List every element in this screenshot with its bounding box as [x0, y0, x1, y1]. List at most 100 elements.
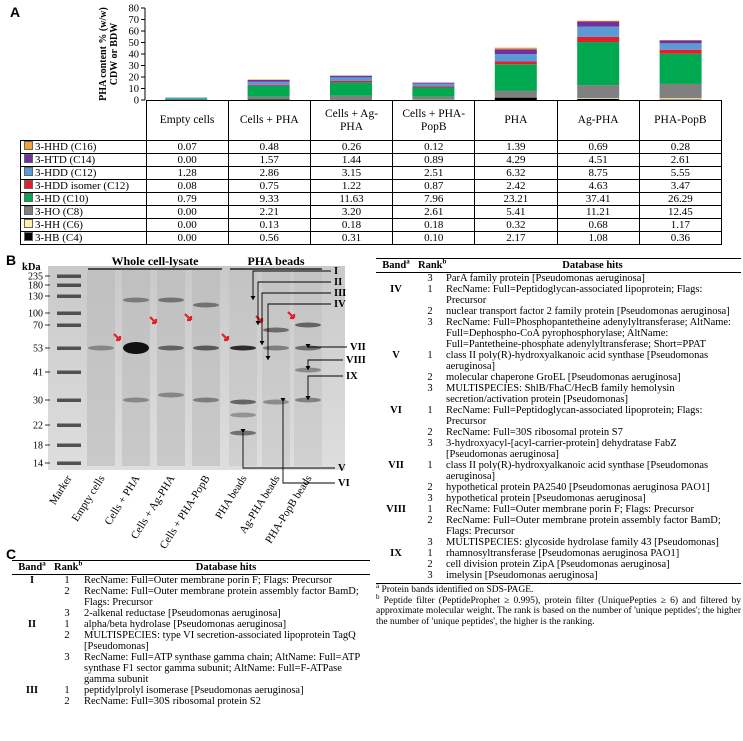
bar-segment	[330, 75, 372, 78]
band-label: VI	[338, 478, 350, 489]
hit-row: 2 nuclear transport factor 2 family prote…	[376, 306, 741, 317]
category-header: Cells + PHA	[227, 100, 311, 141]
hits-header: Database hits	[444, 258, 741, 273]
value-cell: 4.29	[474, 153, 558, 167]
rank-cell: 3	[427, 493, 433, 504]
band-cell	[376, 537, 416, 548]
band-id: IV	[390, 284, 402, 295]
category-header: Cells + PHA-PopB	[392, 100, 476, 141]
hit-row: 2 MULTISPECIES: type VI secretion-associa…	[12, 630, 370, 652]
corner-cell	[21, 101, 147, 141]
value-cell: 0.79	[145, 192, 229, 206]
value-cell: 12.45	[638, 205, 723, 219]
band-header: Banda	[376, 258, 416, 273]
bar-segment	[247, 85, 290, 86]
bar-segment	[577, 85, 620, 98]
rank-cell: 1	[427, 460, 433, 471]
value-cell: 0.32	[474, 218, 558, 232]
band-id: VI	[390, 405, 402, 416]
value-cell: 2.42	[474, 179, 558, 193]
hit-row: VII 1 class II poly(R)-hydroxyalkanoic aci…	[376, 460, 741, 482]
gel-band	[193, 397, 219, 403]
value-cell: 26.29	[638, 192, 723, 206]
marker-size: 30	[33, 396, 43, 407]
bar-segment	[494, 54, 537, 62]
composition-table: Empty cells Cells + PHA Cells + Ag-PHA Cell…	[20, 100, 723, 245]
bar-segment	[247, 99, 290, 100]
marker-band	[57, 423, 81, 427]
value-cell: 11.21	[556, 205, 640, 219]
value-cell: 0.36	[638, 231, 723, 245]
band-leader	[252, 270, 331, 300]
footnotes: a Protein bands identified on SDS-PAGE. b…	[376, 582, 741, 627]
series-label: 3-HB (C4)	[20, 231, 147, 245]
band-label: VII	[350, 342, 366, 353]
band-cell	[12, 630, 52, 652]
hit-cell: imelysin [Pseudomonas aeruginosa]	[446, 570, 598, 581]
gel-band	[263, 399, 289, 405]
bar-segment	[494, 49, 537, 55]
rank-cell: 2	[427, 372, 433, 383]
hit-row: 3 hypothetical protein [Pseudomonas aerug…	[376, 493, 741, 504]
band-label: II	[334, 277, 342, 288]
marker-size: 100	[28, 309, 43, 320]
band-header-text: Band	[382, 260, 407, 271]
series-row: 3-HH (C6) 0.00 0.13 0.18 0.18 0.32 0.68 1.17	[20, 218, 723, 232]
gel-band	[158, 345, 184, 351]
rank-cell: 1	[427, 405, 433, 416]
rank-cell: 2	[427, 306, 433, 317]
band-id: V	[392, 350, 400, 361]
marker-band	[57, 346, 81, 350]
red-arrow	[221, 333, 230, 342]
marker-band	[57, 370, 81, 374]
bar-segment	[494, 64, 537, 91]
rank-cell: 3	[427, 537, 433, 548]
hit-cell: RecName: Full=ATP synthase gamma chain; …	[84, 652, 360, 685]
y-tick-label: 30	[129, 61, 140, 72]
marker-size: 180	[28, 281, 43, 292]
hit-row: IX 1 rhamnosyltransferase [Pseudomonas aer…	[376, 548, 741, 559]
legend-label: 3-HDD (C12)	[35, 167, 97, 179]
gel-lane	[157, 270, 185, 466]
gel-band	[230, 345, 256, 351]
value-cell: 8.75	[556, 166, 640, 180]
red-arrow	[113, 333, 122, 342]
y-tick-label: 0	[134, 96, 139, 107]
bar-segment	[412, 86, 455, 88]
bar-segment	[577, 36, 620, 43]
rank-cell: 1	[64, 685, 70, 696]
band-cell: III	[12, 685, 52, 696]
series-label: 3-HHD (C16)	[20, 140, 147, 154]
hit-cell: molecular chaperone GroEL [Pseudomonas a…	[446, 372, 681, 383]
bar-segment	[412, 96, 455, 100]
bar-segment	[165, 99, 208, 100]
y-tick-label: 20	[129, 73, 140, 84]
y-tick-label: 70	[129, 15, 140, 26]
series-row: 3-HDD (C12) 1.28 2.86 3.15 2.51 6.32 8.75 5.55	[20, 166, 723, 180]
hit-row: I 1 RecName: Full=Outer membrane porin F; …	[12, 575, 370, 586]
rank-cell: 1	[64, 619, 70, 630]
band-arrowhead	[255, 321, 261, 325]
band-id: IX	[390, 548, 402, 559]
band-cell	[376, 317, 416, 350]
value-cell: 0.12	[392, 140, 476, 154]
marker-band	[57, 443, 81, 447]
hit-row: 3 RecName: Full=ATP synthase gamma chain;…	[12, 652, 370, 685]
red-arrow	[184, 313, 193, 322]
hits-table: Banda Rankb Database hits I 1 RecName: Full=O…	[12, 560, 370, 707]
hit-cell: nuclear transport factor 2 family protei…	[446, 306, 730, 317]
series-label: 3-HH (C6)	[20, 218, 147, 232]
band-cell	[12, 586, 52, 608]
hit-cell: RecName: Full=Outer membrane protein ass…	[446, 515, 721, 537]
y-tick-label: 40	[129, 50, 140, 61]
hit-cell: hypothetical protein [Pseudomonas aerugi…	[446, 493, 646, 504]
value-cell: 0.68	[556, 218, 640, 232]
legend-swatch	[24, 180, 33, 189]
gel-band	[263, 345, 289, 351]
hit-row: 2 molecular chaperone GroEL [Pseudomonas …	[376, 372, 741, 383]
hit-row: 2 RecName: Full=30S ribosomal protein S2	[12, 696, 370, 707]
panel-label: B	[6, 252, 17, 268]
panel-label: A	[10, 4, 21, 20]
hit-cell: class II poly(R)-hydroxyalkanoic acid sy…	[446, 350, 709, 372]
